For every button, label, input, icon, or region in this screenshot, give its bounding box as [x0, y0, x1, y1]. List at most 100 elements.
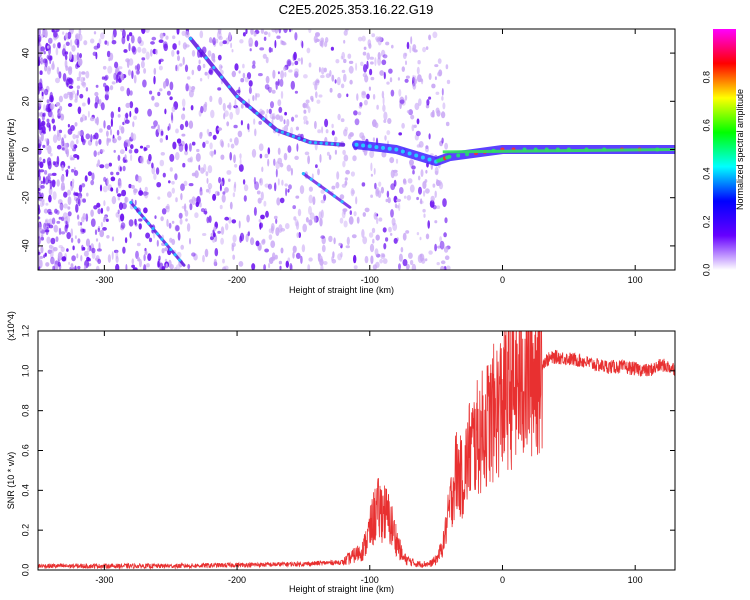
- spectrogram-speckle: [138, 258, 142, 268]
- spectrogram-speckle: [175, 64, 178, 72]
- spectrogram-speckle: [389, 157, 395, 164]
- spectrogram-speckle: [103, 176, 107, 182]
- spectrogram-speckle: [363, 99, 368, 106]
- spectrogram-speckle: [254, 40, 259, 48]
- spectrogram-speckle: [169, 96, 173, 101]
- spectrogram-speckle: [233, 124, 238, 129]
- spectrogram-speckle: [178, 142, 182, 147]
- spectrogram-speckle: [353, 265, 358, 270]
- spectrogram-speckle: [260, 214, 265, 220]
- spectrogram-speckle: [364, 255, 369, 264]
- spectrogram-speckle: [74, 98, 78, 103]
- spectrogram-speckle: [85, 133, 91, 140]
- spectrogram-speckle: [258, 143, 264, 151]
- spectrogram-speckle: [406, 110, 410, 114]
- trace-core-dot: [317, 183, 321, 187]
- spectrogram-speckle: [294, 90, 298, 94]
- spectrogram-speckle: [143, 207, 148, 214]
- spectrogram-speckle: [318, 66, 321, 73]
- spectrogram-speckle: [398, 202, 401, 212]
- spectrogram-speckle: [48, 218, 53, 226]
- spectrogram-speckle: [118, 202, 124, 211]
- spectrogram-speckle: [159, 159, 165, 167]
- trace-core-dot: [220, 75, 224, 79]
- spectrogram-speckle: [376, 217, 379, 225]
- spectrogram-speckle: [156, 239, 159, 247]
- spectrogram-speckle: [171, 238, 176, 245]
- spectrogram-speckle: [180, 244, 184, 250]
- spectrogram-speckle: [334, 149, 337, 155]
- spectrogram-speckle: [155, 167, 160, 175]
- spectrogram-speckle: [369, 56, 374, 60]
- spectrogram-speckle: [76, 89, 79, 96]
- spectrogram-speckle: [107, 138, 111, 143]
- spectrogram-speckle: [178, 40, 181, 46]
- spectrogram-speckle: [398, 263, 401, 270]
- spectrogram-speckle: [289, 29, 292, 33]
- carrier-core: [442, 148, 675, 154]
- x-axis-label: Height of straight line (km): [289, 285, 394, 295]
- spectrogram-speckle: [268, 234, 273, 240]
- spectrogram-speckle: [83, 228, 86, 233]
- spectrogram-speckle: [334, 79, 337, 84]
- x-tick-label: 100: [628, 275, 643, 285]
- spectrogram-speckle: [285, 260, 289, 268]
- trace-core-dot: [325, 188, 329, 193]
- spectrogram-speckle: [263, 31, 268, 35]
- spectrogram-speckle: [40, 185, 45, 189]
- spectrogram-speckle: [274, 40, 277, 49]
- spectrogram-speckle: [253, 206, 257, 216]
- spectrogram-speckle: [134, 148, 139, 154]
- spectrogram-speckle: [56, 220, 61, 224]
- spectrogram-speckle: [78, 71, 82, 79]
- spectrogram-speckle: [184, 150, 189, 156]
- spectrogram-speckle: [191, 50, 196, 57]
- spectrogram-speckle: [355, 62, 358, 71]
- spectrogram-speckle: [418, 175, 421, 181]
- spectrogram-speckle: [247, 231, 250, 237]
- spectrogram-speckle: [286, 118, 290, 127]
- spectrogram-speckle: [76, 139, 79, 144]
- spectrogram-speckle: [138, 218, 143, 222]
- spectrogram-speckle: [72, 133, 77, 140]
- spectrogram-speckle: [99, 184, 103, 192]
- spectrogram-speckle: [117, 209, 120, 215]
- spectrogram-speckle: [321, 126, 324, 134]
- spectrogram-speckle: [372, 137, 375, 142]
- spectrogram-speckle: [349, 210, 352, 216]
- spectrogram-speckle: [426, 99, 430, 106]
- trace-core-dot: [275, 128, 279, 132]
- spectrogram-speckle: [415, 130, 421, 137]
- spectrogram-speckle: [301, 40, 304, 49]
- spectrogram-speckle: [184, 30, 190, 38]
- spectrogram-speckle: [363, 46, 367, 50]
- trace-core-dot: [242, 100, 246, 104]
- spectrogram-speckle: [80, 226, 83, 235]
- spectrogram-speckle: [103, 120, 106, 129]
- spectrogram-speckle: [107, 65, 113, 74]
- y-tick-label: 0.2: [20, 524, 30, 537]
- spectrogram-speckle: [343, 73, 347, 83]
- spectrogram-speckle: [264, 84, 270, 90]
- spectrogram-speckle: [98, 242, 101, 250]
- spectrogram-speckle: [274, 182, 277, 192]
- spectrogram-speckle: [262, 238, 266, 243]
- spectrogram-speckle: [50, 256, 55, 265]
- spectrogram-speckle: [127, 69, 132, 76]
- spectrogram-speckle: [339, 217, 344, 224]
- spectrogram-speckle: [153, 173, 157, 180]
- spectrogram-speckle: [245, 29, 248, 35]
- spectrogram-speckle: [68, 66, 73, 72]
- spectrogram-speckle: [67, 103, 73, 107]
- spectrogram-speckle: [220, 226, 225, 235]
- spectrogram-speckle: [376, 104, 379, 110]
- spectrogram-speckle: [278, 29, 282, 34]
- spectrogram-speckle: [261, 166, 264, 173]
- spectrogram-speckle: [124, 112, 129, 119]
- x-tick-label: -300: [95, 575, 113, 585]
- spectrogram-speckle: [38, 216, 41, 220]
- spectrogram-speckle: [317, 129, 322, 134]
- spectrogram-speckle: [228, 31, 232, 41]
- spectrogram-speckle: [294, 155, 299, 160]
- spectrogram-speckle: [271, 89, 276, 94]
